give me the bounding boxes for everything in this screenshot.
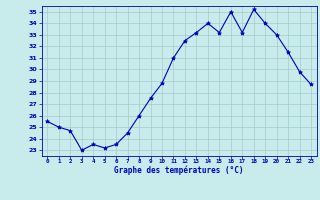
X-axis label: Graphe des températures (°C): Graphe des températures (°C) [115,166,244,175]
